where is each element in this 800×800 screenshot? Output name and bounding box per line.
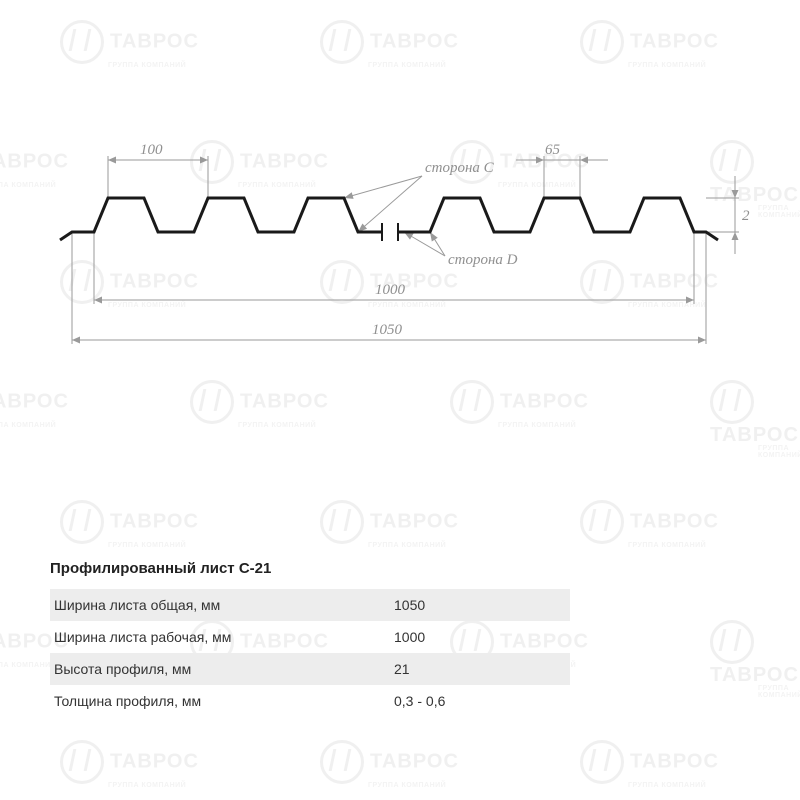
- spec-label: Ширина листа общая, мм: [54, 597, 334, 613]
- watermark: ТАВРОСГРУППА КОМПАНИЙ: [580, 740, 719, 789]
- spec-label: Ширина листа рабочая, мм: [54, 629, 334, 645]
- svg-text:21: 21: [742, 208, 750, 224]
- watermark: ТАВРОСГРУППА КОМПАНИЙ: [580, 20, 719, 69]
- svg-text:65: 65: [545, 142, 561, 158]
- watermark: ТАВРОСГРУППА КОМПАНИЙ: [320, 740, 459, 789]
- spec-value: 0,3 - 0,6: [334, 693, 560, 709]
- svg-text:сторона D: сторона D: [448, 252, 518, 268]
- profile-svg: 100 65 21 1000 1050 сторона C сторона D: [50, 130, 750, 410]
- svg-text:сторона C: сторона C: [425, 160, 495, 176]
- watermark: ТАВРОСГРУППА КОМПАНИЙ: [60, 20, 199, 69]
- watermark: ТАВРОСГРУППА КОМПАНИЙ: [710, 620, 800, 699]
- watermark: ТАВРОСГРУППА КОМПАНИЙ: [580, 500, 719, 549]
- watermark: ТАВРОСГРУППА КОМПАНИЙ: [320, 20, 459, 69]
- spec-row: Ширина листа общая, мм1050: [50, 589, 570, 621]
- spec-value: 21: [334, 661, 560, 677]
- spec-row: Ширина листа рабочая, мм1000: [50, 621, 570, 653]
- watermark: ТАВРОСГРУППА КОМПАНИЙ: [60, 500, 199, 549]
- svg-text:1000: 1000: [375, 282, 406, 298]
- svg-text:1050: 1050: [372, 322, 403, 338]
- table-title: Профилированный лист С-21: [50, 560, 570, 577]
- spec-row: Высота профиля, мм21: [50, 653, 570, 685]
- spec-label: Толщина профиля, мм: [54, 693, 334, 709]
- profile-diagram: 100 65 21 1000 1050 сторона C сторона D: [50, 130, 750, 410]
- spec-value: 1050: [334, 597, 560, 613]
- spec-table: Профилированный лист С-21 Ширина листа о…: [50, 560, 570, 717]
- watermark: ТАВРОСГРУППА КОМПАНИЙ: [320, 500, 459, 549]
- spec-label: Высота профиля, мм: [54, 661, 334, 677]
- spec-value: 1000: [334, 629, 560, 645]
- spec-row: Толщина профиля, мм0,3 - 0,6: [50, 685, 570, 717]
- spec-rows: Ширина листа общая, мм1050Ширина листа р…: [50, 589, 570, 717]
- watermark: ТАВРОСГРУППА КОМПАНИЙ: [60, 740, 199, 789]
- svg-text:100: 100: [140, 142, 163, 158]
